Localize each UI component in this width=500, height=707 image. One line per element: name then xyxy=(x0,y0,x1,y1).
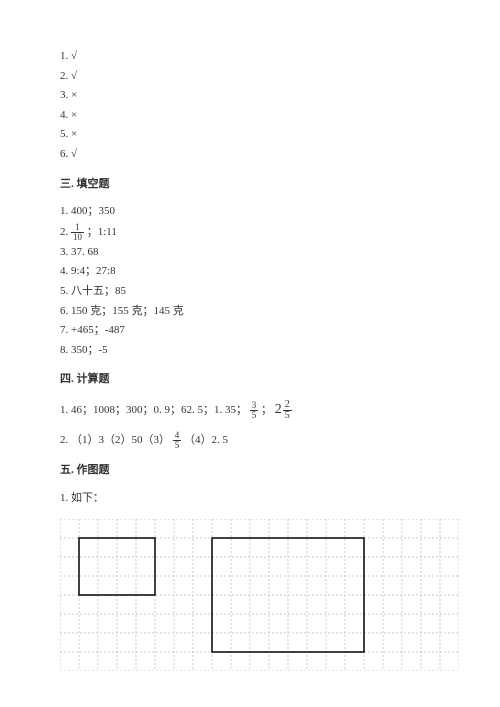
answer-line: 7. +465；-487 xyxy=(60,322,440,340)
answer-line: 1. 46；1008；300；0. 9；62. 5；1. 35； 3 5 ； 2… xyxy=(60,399,440,421)
grid-svg xyxy=(60,519,459,671)
answer-line: 1. 400；350 xyxy=(60,203,440,221)
answer-line: 4. 9:4；27:8 xyxy=(60,263,440,281)
answer-line: 6. √ xyxy=(60,146,440,164)
text: （4）2. 5 xyxy=(184,434,228,446)
denominator: 5 xyxy=(173,441,182,450)
answer-line: 2. （1）3（2）50（3） 4 5 （4）2. 5 xyxy=(60,431,440,450)
answer-line: 2. 1 10 ；1:11 xyxy=(60,223,440,242)
answer-line: 8. 350；-5 xyxy=(60,342,440,360)
denominator: 5 xyxy=(283,411,292,421)
answer-line: 3. × xyxy=(60,87,440,105)
section4-body: 1. 46；1008；300；0. 9；62. 5；1. 35； 3 5 ； 2… xyxy=(60,399,440,450)
whole-part: 2 xyxy=(275,399,282,421)
judgement-answers: 1. √ 2. √ 3. × 4. × 5. × 6. √ xyxy=(60,48,440,164)
section3-body: 1. 400；350 2. 1 10 ；1:11 3. 37. 68 4. 9:… xyxy=(60,203,440,359)
text: 2. xyxy=(60,226,71,238)
denominator: 5 xyxy=(250,411,259,420)
section5-heading: 五. 作图题 xyxy=(60,462,440,480)
text: 1. 46；1008；300；0. 9；62. 5；1. 35； xyxy=(60,404,250,416)
answer-line: 5. 八十五；85 xyxy=(60,283,440,301)
section3-heading: 三. 填空题 xyxy=(60,176,440,194)
fraction: 2 5 xyxy=(283,400,292,421)
answer-line: 6. 150 克；155 克；145 克 xyxy=(60,303,440,321)
mixed-fraction: 2 2 5 xyxy=(275,399,292,421)
fraction: 1 10 xyxy=(71,223,84,242)
text: ；1:11 xyxy=(87,226,117,238)
fraction: 3 5 xyxy=(250,401,259,420)
section4-heading: 四. 计算题 xyxy=(60,371,440,389)
grid-drawing xyxy=(60,519,460,674)
answer-line: 5. × xyxy=(60,126,440,144)
answer-line: 2. √ xyxy=(60,68,440,86)
answer-line: 1. √ xyxy=(60,48,440,66)
fraction: 4 5 xyxy=(173,431,182,450)
text: ； xyxy=(261,404,275,416)
numerator: 2 xyxy=(283,400,292,411)
text: 2. （1）3（2）50（3） xyxy=(60,434,173,446)
answer-line: 4. × xyxy=(60,107,440,125)
answer-line: 1. 如下： xyxy=(60,490,440,508)
answer-line: 3. 37. 68 xyxy=(60,244,440,262)
denominator: 10 xyxy=(71,233,84,242)
